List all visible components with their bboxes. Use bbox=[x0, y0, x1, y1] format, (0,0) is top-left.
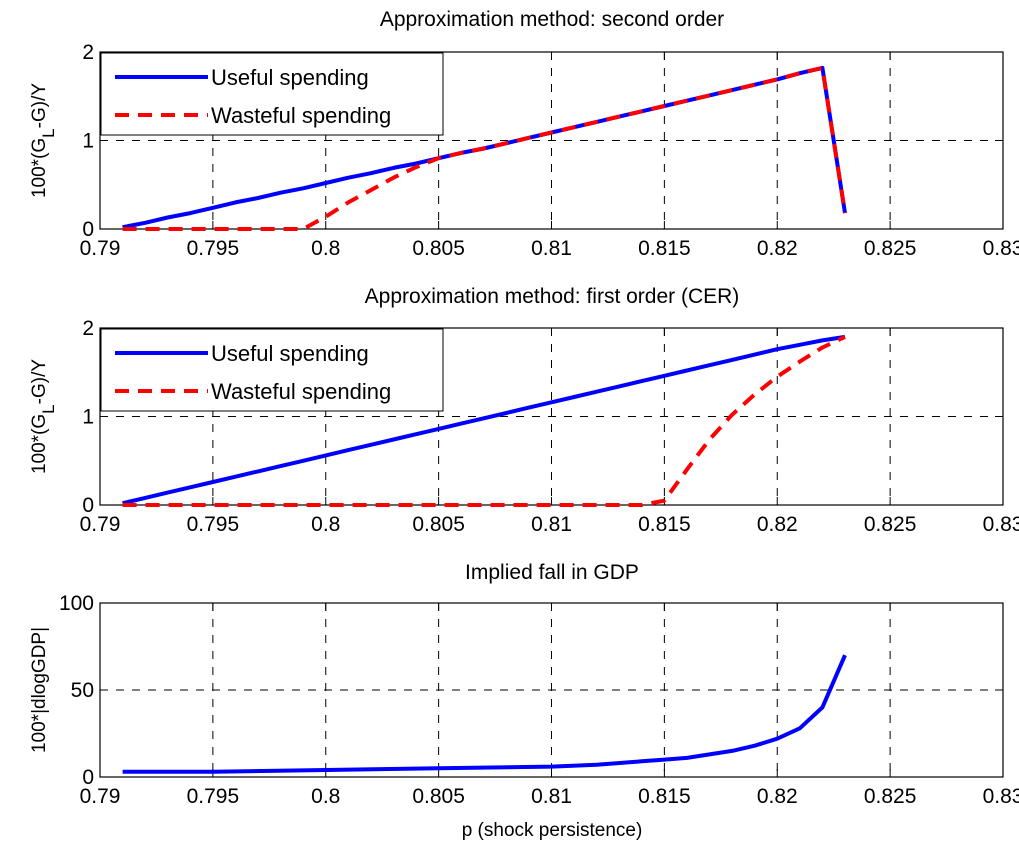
x-axis-label: p (shock persistence) bbox=[462, 820, 643, 841]
x-tick-label: 0.79 bbox=[80, 785, 121, 808]
panel-title: Approximation method: first order (CER) bbox=[365, 285, 740, 308]
series-line-useful-spending bbox=[122, 334, 846, 506]
y-tick-label: 2 bbox=[82, 317, 94, 340]
x-tick-label: 0.82 bbox=[757, 513, 798, 536]
x-tick-label: 0.815 bbox=[638, 513, 691, 536]
y-tick-label: 1 bbox=[82, 130, 94, 153]
panel-first-order: Approximation method: first order (CER) … bbox=[29, 285, 1019, 536]
panel-second-order: Approximation method: second order 0.79 0… bbox=[29, 8, 1019, 260]
x-tick-label: 0.8 bbox=[311, 513, 340, 536]
x-tick-label: 0.795 bbox=[187, 237, 240, 260]
x-tick-label: 0.795 bbox=[187, 785, 240, 808]
x-tick-label: 0.815 bbox=[638, 237, 691, 260]
panel-title: Implied fall in GDP bbox=[465, 561, 639, 584]
y-tick-label: 50 bbox=[71, 679, 94, 702]
x-tick-label: 0.815 bbox=[638, 785, 691, 808]
x-tick-label: 0.81 bbox=[531, 785, 572, 808]
x-tick-label: 0.81 bbox=[531, 513, 572, 536]
y-axis-label: 100*|dlogGDP| bbox=[29, 627, 50, 753]
legend-label: Useful spending bbox=[211, 341, 369, 366]
x-tick-label: 0.79 bbox=[80, 237, 121, 260]
x-tick-label: 0.83 bbox=[983, 237, 1019, 260]
x-tick-label: 0.805 bbox=[412, 237, 465, 260]
panel-gdp-fall: Implied fall in GDP 0.79 0.795 0.8 0.805 0.8… bbox=[29, 561, 1019, 808]
x-tick-label: 0.805 bbox=[412, 785, 465, 808]
x-tick-label: 0.83 bbox=[983, 785, 1019, 808]
x-tick-label: 0.8 bbox=[311, 237, 340, 260]
y-tick-label: 0 bbox=[82, 766, 94, 789]
x-tick-label: 0.825 bbox=[864, 513, 917, 536]
x-tick-label: 0.825 bbox=[864, 237, 917, 260]
y-axis-label: 100*(GL-G)/Y bbox=[29, 359, 58, 474]
x-tick-label: 0.795 bbox=[187, 513, 240, 536]
series-line bbox=[122, 654, 847, 774]
legend-label: Wasteful spending bbox=[211, 379, 391, 404]
series-line-wasteful-spending bbox=[122, 65, 847, 231]
legend-box bbox=[100, 52, 444, 136]
x-tick-label: 0.82 bbox=[757, 237, 798, 260]
x-tick-label: 0.83 bbox=[983, 513, 1019, 536]
legend-label: Useful spending bbox=[211, 65, 369, 90]
y-axis-label: 100*(GL-G)/Y bbox=[29, 83, 58, 198]
y-tick-label: 1 bbox=[82, 406, 94, 429]
legend-label: Wasteful spending bbox=[211, 103, 391, 128]
panel-title: Approximation method: second order bbox=[380, 8, 724, 31]
series-line-wasteful-spending bbox=[122, 335, 846, 507]
x-tick-label: 0.82 bbox=[757, 785, 798, 808]
x-tick-label: 0.825 bbox=[864, 785, 917, 808]
x-tick-label: 0.8 bbox=[311, 785, 340, 808]
x-tick-label: 0.79 bbox=[80, 513, 121, 536]
x-tick-label: 0.805 bbox=[412, 513, 465, 536]
y-tick-label: 0 bbox=[82, 218, 94, 241]
legend-box bbox=[100, 328, 444, 412]
x-tick-label: 0.81 bbox=[531, 237, 572, 260]
y-tick-label: 0 bbox=[82, 494, 94, 517]
y-tick-label: 100 bbox=[59, 592, 94, 615]
y-tick-label: 2 bbox=[82, 41, 94, 64]
